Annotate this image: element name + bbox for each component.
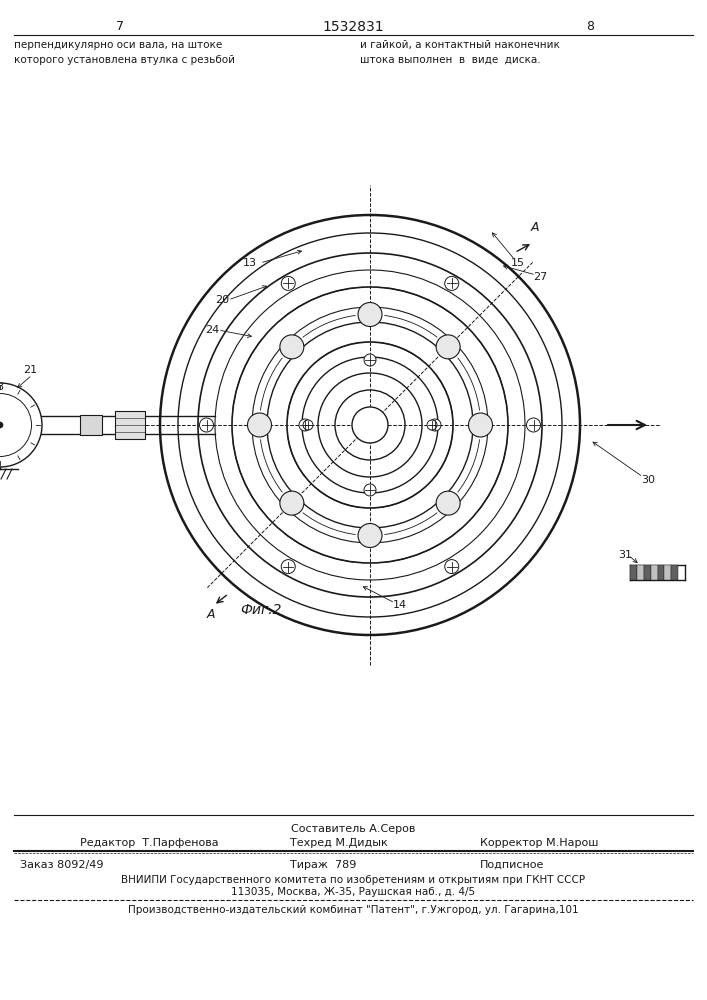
- Text: 21: 21: [23, 365, 37, 375]
- Text: 8: 8: [586, 20, 594, 33]
- Text: 23: 23: [0, 382, 4, 392]
- Text: Фиг.2: Фиг.2: [240, 603, 281, 617]
- Circle shape: [303, 420, 313, 430]
- Circle shape: [436, 335, 460, 359]
- Text: 13: 13: [243, 258, 257, 268]
- Circle shape: [281, 560, 296, 574]
- Bar: [630, 565, 637, 580]
- Bar: [80, 415, 102, 435]
- Circle shape: [364, 484, 376, 496]
- Circle shape: [469, 413, 493, 437]
- Circle shape: [0, 383, 42, 467]
- Circle shape: [436, 491, 460, 515]
- Circle shape: [427, 420, 437, 430]
- Text: 20: 20: [215, 295, 229, 305]
- Text: 113035, Москва, Ж-35, Раушская наб., д. 4/5: 113035, Москва, Ж-35, Раушская наб., д. …: [231, 887, 475, 897]
- Bar: [665, 565, 671, 580]
- Text: Тираж  789: Тираж 789: [290, 860, 356, 870]
- Text: 31: 31: [618, 550, 632, 560]
- Circle shape: [280, 491, 304, 515]
- Text: Корректор М.Нарош: Корректор М.Нарош: [480, 838, 599, 848]
- Circle shape: [358, 524, 382, 548]
- Circle shape: [247, 413, 271, 437]
- Text: Заказ 8092/49: Заказ 8092/49: [20, 860, 103, 870]
- Circle shape: [445, 560, 459, 574]
- Circle shape: [0, 422, 3, 428]
- Circle shape: [199, 418, 214, 432]
- Text: 15: 15: [511, 258, 525, 268]
- Text: 24: 24: [205, 325, 219, 335]
- Circle shape: [280, 335, 304, 359]
- Circle shape: [364, 354, 376, 366]
- Text: перпендикулярно оси вала, на штоке
которого установлена втулка с резьбой: перпендикулярно оси вала, на штоке котор…: [14, 40, 235, 65]
- Circle shape: [281, 276, 296, 290]
- Bar: [650, 565, 658, 580]
- Bar: [115, 411, 145, 439]
- Text: 27: 27: [533, 272, 547, 282]
- Text: 1532831: 1532831: [322, 20, 384, 34]
- Text: Редактор  Т.Парфенова: Редактор Т.Парфенова: [80, 838, 218, 848]
- Circle shape: [299, 419, 311, 431]
- Circle shape: [445, 276, 459, 290]
- Circle shape: [155, 210, 585, 640]
- Text: A: A: [206, 608, 215, 621]
- Text: 14: 14: [393, 600, 407, 610]
- Text: Техред М.Дидык: Техред М.Дидык: [290, 838, 387, 848]
- Bar: [644, 565, 650, 580]
- Text: Производственно-издательский комбинат "Патент", г.Ужгород, ул. Гагарина,101: Производственно-издательский комбинат "П…: [128, 905, 578, 915]
- Text: и гайкой, а контактный наконечник
штока выполнен  в  виде  диска.: и гайкой, а контактный наконечник штока …: [360, 40, 560, 65]
- Bar: [671, 565, 678, 580]
- Circle shape: [527, 418, 540, 432]
- Bar: [637, 565, 644, 580]
- Circle shape: [429, 419, 441, 431]
- Text: Составитель А.Серов: Составитель А.Серов: [291, 824, 415, 834]
- Text: A: A: [530, 221, 539, 234]
- Text: ВНИИПИ Государственного комитета по изобретениям и открытиям при ГКНТ СССР: ВНИИПИ Государственного комитета по изоб…: [121, 875, 585, 885]
- Text: Подписное: Подписное: [480, 860, 544, 870]
- Circle shape: [352, 407, 388, 443]
- Bar: [658, 565, 665, 580]
- Text: 7: 7: [116, 20, 124, 33]
- Text: 30: 30: [641, 475, 655, 485]
- Circle shape: [358, 302, 382, 326]
